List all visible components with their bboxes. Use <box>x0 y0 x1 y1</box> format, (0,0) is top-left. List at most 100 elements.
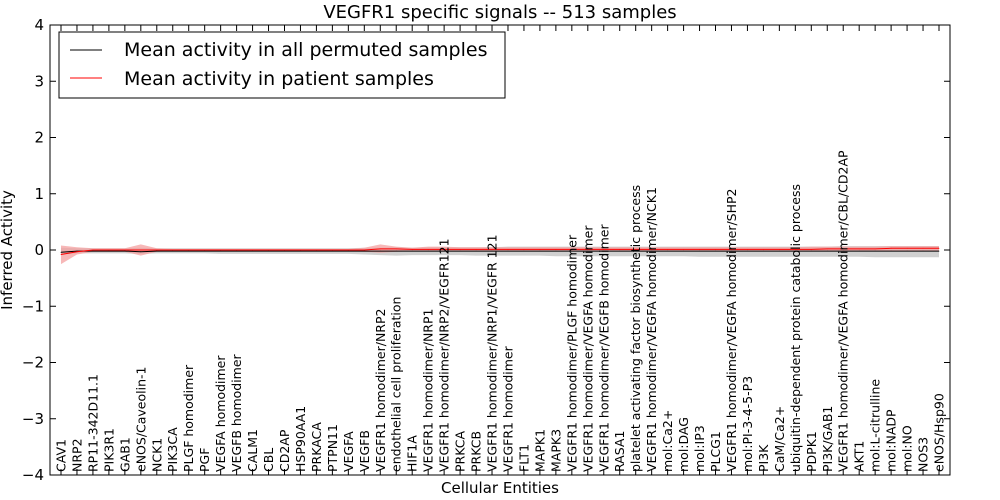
series-0-point-5 <box>140 251 142 253</box>
series-0-point-2 <box>92 250 94 252</box>
x-tick-label: VEGFR1 homodimer/PLGF homodimer <box>564 234 579 472</box>
series-1-point-20 <box>379 248 381 250</box>
series-0-point-24 <box>443 250 445 252</box>
series-1-point-32 <box>571 249 573 250</box>
x-tick-label: PLCG1 <box>708 431 723 472</box>
y-tick-label: 1 <box>34 185 44 203</box>
series-1-point-26 <box>475 249 477 250</box>
series-0-point-12 <box>252 250 254 252</box>
x-tick-label: GAB1 <box>117 437 132 472</box>
series-0-point-7 <box>172 250 174 252</box>
series-1-point-45 <box>779 249 780 250</box>
series-0-point-43 <box>747 250 748 252</box>
series-0-point-22 <box>411 250 413 252</box>
x-tick-label: VEGFR1 homodimer/NRP1/VEGFR 121 <box>485 234 500 472</box>
x-tick-label: ubiquitin-dependent protein catabolic pr… <box>788 184 803 472</box>
series-0-point-25 <box>459 250 461 252</box>
x-tick-label: VEGFR1 homodimer/VEGFA homodimer/NCK1 <box>644 187 659 472</box>
series-0-point-8 <box>188 250 190 252</box>
x-tick-label: mol:Ca2+ <box>660 410 675 472</box>
series-1-point-15 <box>300 249 301 251</box>
series-0-point-41 <box>715 250 716 252</box>
series-0-point-40 <box>699 250 700 252</box>
x-tick-label: eNOS/Hsp90 <box>932 393 947 472</box>
series-0-point-49 <box>842 250 844 252</box>
series-1-point-24 <box>443 249 445 250</box>
series-1-point-55 <box>938 247 940 249</box>
x-tick-label: mol:NADP <box>884 409 899 472</box>
series-1-point-14 <box>284 249 285 251</box>
series-0-point-34 <box>603 250 605 252</box>
series-1-point-17 <box>332 249 333 251</box>
x-tick-label: PI3K <box>756 444 771 472</box>
x-tick-label: PDPK1 <box>804 431 819 472</box>
x-tick-label: VEGFR1 homodimer/VEGFA homodimer/CBL/CD2… <box>836 150 851 472</box>
series-1-point-39 <box>683 249 684 250</box>
series-1-point-7 <box>172 249 174 251</box>
legend-box <box>58 31 506 99</box>
x-tick-label: CAV1 <box>54 439 69 472</box>
x-tick-label: eNOS/Caveolin-1 <box>133 367 148 472</box>
series-0-point-51 <box>874 250 876 252</box>
x-tick-label: VEGFR1 homodimer/VEGFB homodimer <box>596 224 611 472</box>
x-tick-label: CaM/Ca2+ <box>772 406 787 472</box>
series-1-point-48 <box>826 248 828 250</box>
series-0-point-3 <box>108 250 110 252</box>
x-tick-label: platelet activating factor biosynthetic … <box>628 185 643 472</box>
series-1-point-40 <box>699 249 700 250</box>
series-0-point-9 <box>204 250 206 252</box>
legend-label-permuted: Mean activity in all permuted samples <box>124 39 487 61</box>
series-1-point-54 <box>922 247 924 249</box>
x-tick-label: PLGF homodimer <box>181 364 196 472</box>
series-1-point-53 <box>906 247 908 249</box>
y-axis-label: Inferred Activity <box>0 190 16 310</box>
series-1-point-27 <box>491 249 493 250</box>
x-tick-label: endothelial cell proliferation <box>389 297 404 472</box>
x-tick-label: PRKACA <box>309 422 324 472</box>
series-1-point-5 <box>140 249 142 251</box>
series-1-point-11 <box>236 249 238 251</box>
x-tick-label: CBL <box>261 448 276 472</box>
series-0-point-18 <box>347 250 349 252</box>
series-0-point-21 <box>395 250 397 252</box>
x-tick-label: PIK3CA <box>165 427 180 472</box>
series-0-point-31 <box>555 250 557 252</box>
series-0-point-46 <box>794 250 796 252</box>
series-0-point-36 <box>635 250 637 252</box>
series-0-point-37 <box>651 250 653 252</box>
series-0-point-19 <box>363 250 365 252</box>
series-1-point-44 <box>763 249 764 250</box>
chart-title: VEGFR1 specific signals -- 513 samples <box>323 2 676 23</box>
series-1-point-0 <box>60 254 62 255</box>
x-tick-label: FLT1 <box>516 444 531 472</box>
series-0-point-6 <box>156 250 158 252</box>
series-1-point-29 <box>523 249 525 250</box>
series-1-point-18 <box>347 249 349 251</box>
series-0-point-11 <box>236 250 238 252</box>
x-tick-label: PI3K/GAB1 <box>820 406 835 472</box>
x-tick-label: PRKCB <box>469 431 484 472</box>
series-1-point-41 <box>715 249 716 250</box>
series-1-point-3 <box>108 249 110 251</box>
series-0-point-55 <box>938 250 940 252</box>
series-1-point-8 <box>188 249 190 251</box>
series-0-point-47 <box>810 250 812 252</box>
y-tick-label: 4 <box>34 16 44 34</box>
x-tick-label: mol:L-citrulline <box>868 379 883 472</box>
x-axis-tick-labels: CAV1 NRP2 RP11-342D11.1 PIK3R1 GAB1 eNOS/Cave… <box>54 150 947 472</box>
x-tick-label: AKT1 <box>852 441 867 472</box>
y-tick-label: 2 <box>34 129 44 147</box>
series-0-point-54 <box>922 250 924 252</box>
series-1-point-43 <box>747 249 748 250</box>
x-tick-label: VEGFR1 homodimer/VEGFA homodimer <box>580 225 595 472</box>
x-tick-label: PTPN11 <box>325 424 340 472</box>
series-0-point-14 <box>284 250 285 252</box>
series-1-line <box>60 247 939 255</box>
series-0-point-29 <box>523 250 525 252</box>
series-1-point-4 <box>124 249 126 251</box>
series-0-line <box>60 250 939 253</box>
series-1-point-12 <box>252 249 254 251</box>
series-1-point-38 <box>667 249 668 250</box>
x-tick-label: NCK1 <box>149 438 164 472</box>
x-tick-label: VEGFR1 homodimer/NRP2 <box>373 309 388 472</box>
